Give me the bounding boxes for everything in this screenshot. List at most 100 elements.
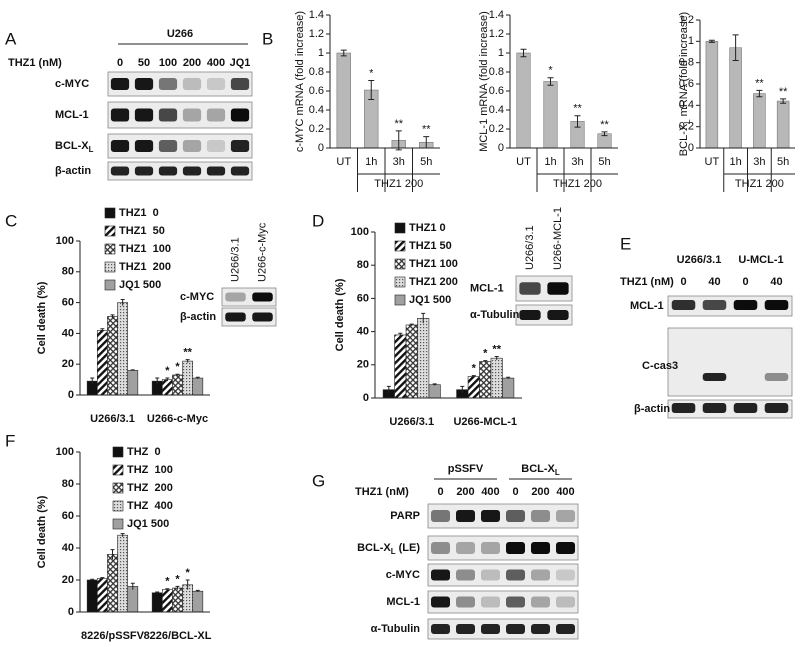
bar [117,302,129,396]
y-axis-label: BCL-XL mRNA (fold increase) [678,12,692,156]
y-tick-label: 0.4 [489,104,504,116]
error-bar [165,588,170,591]
y-tick-label: 1.2 [489,28,504,40]
lane-label: U266/3.1 [524,225,536,270]
bar [405,324,418,399]
x-tick-label: UT [336,156,351,168]
panel-letter: F [5,431,15,450]
significance: * [185,567,190,579]
lane-label: 200 [456,486,474,498]
x-tick-label: 5h [420,156,432,168]
error-bar [547,77,554,86]
significance: * [165,365,170,377]
band [182,108,202,122]
error-bar [175,585,180,590]
band [547,310,569,320]
y-tick-label: 0.2 [309,123,324,135]
y-tick-label: 0 [318,142,324,154]
group-label: THZ1 200 [735,178,784,190]
label-part: L [391,547,396,556]
bar [467,376,480,399]
error-bar [100,577,105,580]
band [556,510,575,522]
x-tick-label: 3h [393,156,405,168]
label-part: mRNA (fold increase) [678,12,690,120]
label-part: BCL-X [521,463,555,475]
x-tick-label: 5h [777,156,789,168]
lane-label: JQ1 [230,57,251,69]
blot-group-label: BCL-XL [521,463,560,477]
y-tick-label: 1.4 [309,9,324,21]
band [733,403,758,413]
x-tick-label: 8226/BCL-XL [144,630,212,642]
blot-row-label: β-actin [634,403,670,415]
significance: * [175,361,180,373]
error-bar [506,376,511,379]
error-bar [483,360,488,363]
y-tick-label: 0.6 [309,85,324,97]
band [556,624,575,634]
legend-swatch [104,279,116,291]
blot-strip [667,399,793,419]
band [456,510,475,522]
y-tick-label: 60 [62,510,74,522]
y-tick-label: 0.2 [489,123,504,135]
bar [753,93,766,149]
bar [417,318,430,399]
blot-strip [427,590,579,614]
bar [107,554,118,613]
band [230,78,250,90]
blot-group-label: pSSFV [448,463,484,475]
band [519,282,541,295]
legend-label: THZ 0 [127,446,161,458]
band [134,108,154,122]
error-bar [432,383,437,386]
band [431,510,450,522]
error-bar [165,377,170,382]
blot-row-label: MCL-1 [630,300,664,312]
lane-label: 0 [680,276,686,288]
band [206,108,226,122]
band [506,542,525,554]
error-bar [708,39,715,43]
error-bar [574,115,581,128]
error-bar [780,98,787,104]
band [252,312,273,322]
legend-swatch [104,243,116,255]
band [702,300,727,310]
x-tick-label: 8226/pSSFV [81,630,145,642]
y-tick-label: 20 [357,359,369,371]
error-bar [155,591,160,594]
bar [161,589,173,613]
error-bar [421,312,426,324]
legend-label: THZ 100 [127,464,173,476]
lane-label: 400 [207,57,225,69]
lane-label: 0 [512,486,518,498]
bar [172,374,183,396]
bar [86,579,98,613]
band [182,140,202,152]
band [764,403,789,413]
significance: * [369,67,374,79]
blot-strip [107,71,253,97]
blot-title: U266 [167,28,193,40]
x-tick-label: 3h [571,156,583,168]
y-tick-label: 40 [62,327,74,339]
lane-label: 400 [481,486,499,498]
significance: ** [779,86,788,98]
band [456,569,475,581]
band [206,166,226,176]
label-part: L [683,119,692,124]
band [206,78,226,90]
label-part: BCL-X [357,542,391,554]
x-tick-label: 5h [598,156,610,168]
legend-swatch [112,518,124,530]
blot-axis-label: THZ1 (nM) [8,57,62,69]
band [481,596,500,608]
blot-row-label: c-MYC [386,569,420,581]
y-tick-label: 0.2 [679,121,694,133]
band [182,78,202,90]
legend-label: THZ 400 [127,500,173,512]
bar [172,587,183,613]
significance: ** [492,343,501,355]
